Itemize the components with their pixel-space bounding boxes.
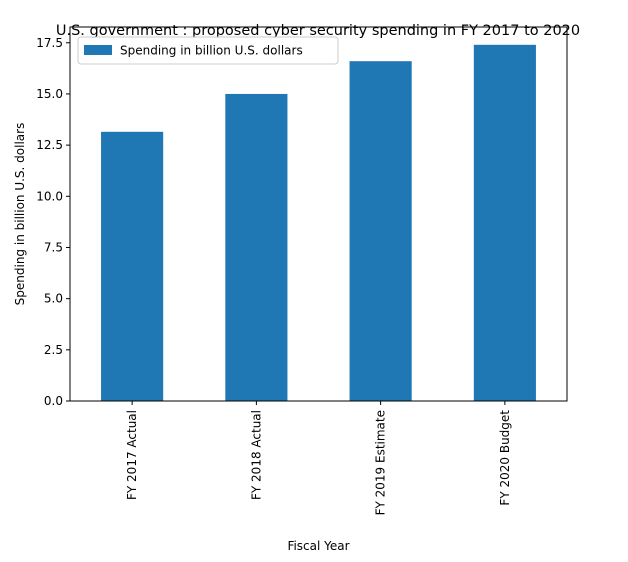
y-tick-label: 0.0 — [44, 394, 63, 408]
x-tick-label: FY 2018 Actual — [249, 410, 263, 500]
legend: Spending in billion U.S. dollars — [77, 36, 339, 65]
plot-frame — [69, 26, 568, 402]
bar-1 — [101, 131, 164, 402]
x-axis-label: Fiscal Year — [287, 539, 349, 553]
y-tick-label: 2.5 — [44, 343, 63, 357]
bar-3 — [349, 61, 412, 401]
legend-box — [77, 36, 339, 65]
x-tick-label: FY 2017 Actual — [125, 410, 139, 500]
x-axis-ticks: FY 2017 Actual FY 2018 Actual FY 2019 Esti… — [125, 401, 512, 515]
y-tick-label: 17.5 — [36, 36, 63, 50]
y-tick-label: 10.0 — [36, 189, 63, 203]
legend-swatch — [84, 45, 112, 55]
legend-entry-label: Spending in billion U.S. dollars — [120, 44, 303, 58]
y-axis-label: Spending in billion U.S. dollars — [13, 123, 27, 306]
y-axis-ticks: 0.0 2.5 5.0 7.5 10.0 12.5 15.0 17.5 — [36, 36, 70, 408]
y-tick-label: 5.0 — [44, 292, 63, 306]
bar-2 — [225, 93, 288, 402]
x-tick-label: FY 2020 Budget — [498, 410, 512, 506]
y-tick-label: 15.0 — [36, 87, 63, 101]
bar-4 — [473, 44, 536, 402]
bars-group — [101, 44, 536, 402]
x-tick-label: FY 2019 Estimate — [374, 410, 388, 515]
y-tick-label: 12.5 — [36, 138, 63, 152]
y-tick-label: 7.5 — [44, 240, 63, 254]
